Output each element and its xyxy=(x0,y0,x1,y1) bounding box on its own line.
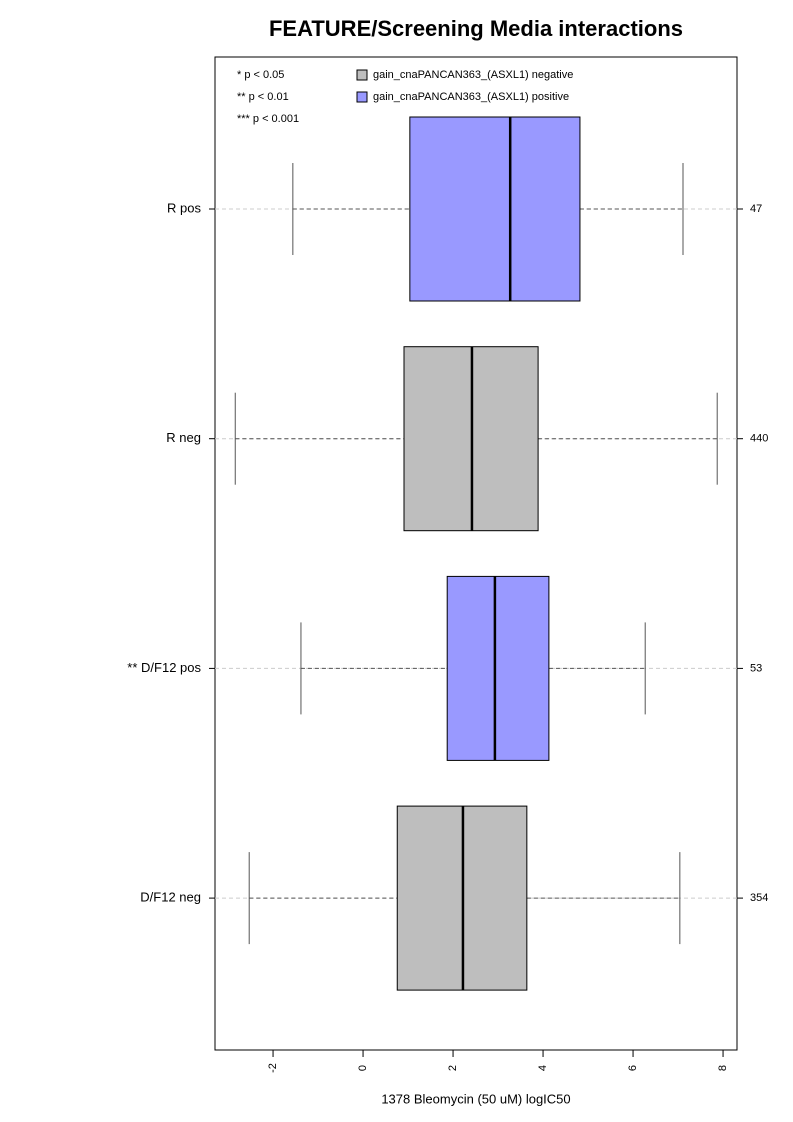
count-label: 47 xyxy=(750,203,762,215)
p-value-note: ** p < 0.01 xyxy=(237,91,289,103)
count-label: 354 xyxy=(750,892,768,904)
y-tick-label: ** D/F12 pos xyxy=(127,660,201,675)
x-axis-label: 1378 Bleomycin (50 uM) logIC50 xyxy=(381,1091,570,1106)
legend-label: gain_cnaPANCAN363_(ASXL1) negative xyxy=(373,69,573,81)
x-tick-label: 0 xyxy=(357,1065,369,1071)
legend-swatch xyxy=(356,91,368,103)
p-value-note: * p < 0.05 xyxy=(237,69,284,81)
legend-swatch xyxy=(356,69,368,81)
y-tick-label: R neg xyxy=(166,430,201,445)
chart-title: FEATURE/Screening Media interactions xyxy=(269,16,683,41)
x-tick-label: 6 xyxy=(627,1065,639,1071)
x-tick-label: 2 xyxy=(447,1065,459,1071)
legend-label: gain_cnaPANCAN363_(ASXL1) positive xyxy=(373,91,569,103)
x-tick-label: 4 xyxy=(537,1065,549,1071)
box xyxy=(446,575,550,761)
x-tick-label: -2 xyxy=(267,1063,279,1073)
count-label: 440 xyxy=(750,433,768,445)
y-tick-label: R pos xyxy=(167,200,201,215)
y-tick-label: D/F12 neg xyxy=(140,890,201,905)
p-value-note: *** p < 0.001 xyxy=(237,113,299,125)
box xyxy=(409,116,581,302)
x-tick-label: 8 xyxy=(717,1065,729,1071)
count-label: 53 xyxy=(750,662,762,674)
